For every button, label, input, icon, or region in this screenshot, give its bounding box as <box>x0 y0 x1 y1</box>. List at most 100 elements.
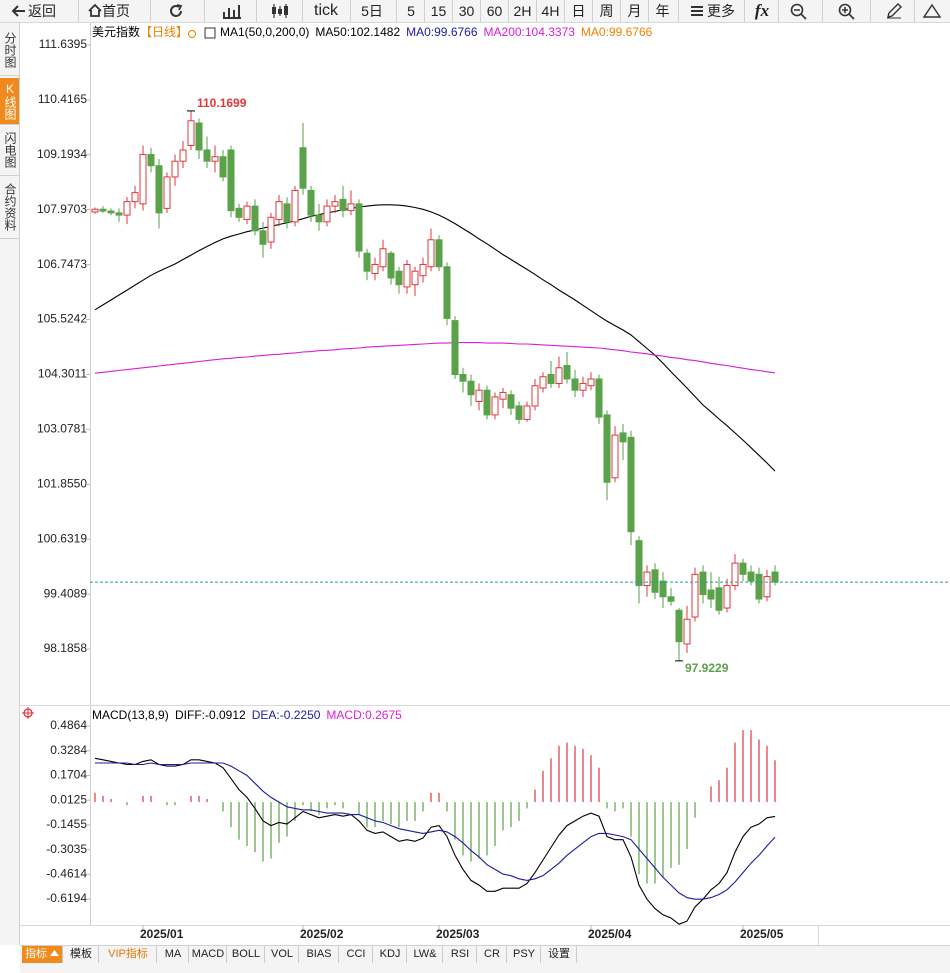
separator <box>778 0 779 22</box>
tab[interactable]: VOL <box>266 946 299 963</box>
candle-body <box>395 270 403 286</box>
candle-body <box>307 189 315 216</box>
period-icon[interactable] <box>188 30 196 38</box>
sidebar-tab[interactable]: 闪电图 <box>0 125 19 176</box>
separator <box>350 0 351 22</box>
candle-body <box>211 156 219 162</box>
chart-type-button[interactable] <box>222 3 242 19</box>
separator <box>678 0 679 22</box>
toolbar-button[interactable]: 4H <box>541 3 560 19</box>
candle-button[interactable] <box>270 3 290 19</box>
tab[interactable]: 模板 <box>64 946 99 963</box>
tab[interactable]: BIAS <box>300 946 339 963</box>
macd-icon[interactable] <box>22 707 34 719</box>
candle-body <box>771 571 779 583</box>
tab-label: 指标 <box>25 948 47 960</box>
candle-body <box>739 562 747 575</box>
toolbar-button[interactable]: 15 <box>430 3 447 19</box>
sidebar-tab[interactable]: 分时图 <box>0 25 19 76</box>
y-tick-label: 104.3011 <box>38 367 87 381</box>
toolbar-button[interactable]: 返回 <box>28 3 56 19</box>
home-icon <box>88 4 102 17</box>
candle-body <box>323 205 331 223</box>
tab[interactable]: PSY <box>508 946 541 963</box>
candle-body <box>339 198 347 212</box>
tab[interactable]: BOLL <box>228 946 265 963</box>
tab[interactable]: MACD <box>190 946 227 963</box>
toolbar-button[interactable]: 首页 <box>102 3 130 19</box>
y-tick-label: 98.1858 <box>44 641 88 655</box>
y-tick-label: -0.1455 <box>46 817 87 831</box>
candle-body <box>147 153 155 167</box>
sidebar-tab[interactable]: K线图 <box>0 78 19 125</box>
tab[interactable]: LW& <box>408 946 443 963</box>
tab[interactable]: 指标 <box>22 946 63 963</box>
separator <box>150 0 151 22</box>
ma-line <box>94 204 776 472</box>
candle-body <box>99 208 107 212</box>
toolbar-button[interactable]: tick <box>314 2 338 19</box>
candle-body <box>731 562 739 587</box>
zoom-out-button[interactable] <box>790 3 807 20</box>
toolbar-button[interactable]: fx <box>754 1 770 20</box>
separator <box>256 0 257 22</box>
candle-body <box>91 208 99 213</box>
separator <box>620 0 621 22</box>
toolbar-button[interactable]: 更多 <box>707 3 735 19</box>
toolbar-button[interactable]: 30 <box>458 3 475 19</box>
candle-body <box>443 266 451 319</box>
toolbar-button[interactable]: 日 <box>571 3 586 19</box>
macd-title: MACD(13,8,9) <box>92 708 169 722</box>
candle-body <box>347 203 355 212</box>
tab[interactable]: RSI <box>444 946 477 963</box>
indicator-tabs: 指标 模板 VIP指标 MA MACD BOLL VOL BIAS CCI KD… <box>20 945 950 973</box>
separator <box>424 0 425 22</box>
toolbar: 返回 首页 tick 5日 5 15 30 60 2H 4H 日 周 月 年 <box>0 0 950 23</box>
tab[interactable]: CR <box>478 946 507 963</box>
candle-body <box>195 122 203 151</box>
zoom-in-button[interactable] <box>838 3 855 20</box>
tab[interactable]: 设置 <box>542 946 577 963</box>
y-tick-label: 0.0125 <box>50 792 87 806</box>
indicator-icon[interactable] <box>204 27 216 39</box>
candle-body <box>723 585 731 609</box>
sidebar-tab[interactable]: 合约资料 <box>0 176 19 239</box>
candle-body <box>139 153 147 205</box>
toolbar-button[interactable]: 60 <box>486 3 503 19</box>
tab[interactable]: MA <box>158 946 189 963</box>
candle-body <box>115 212 123 216</box>
candle-body <box>379 248 387 268</box>
toolbar-button[interactable]: 月 <box>627 3 642 19</box>
min-label: 97.9229 <box>685 661 729 675</box>
candle-body <box>683 618 691 645</box>
candle-body <box>203 149 211 162</box>
tab[interactable]: KDJ <box>374 946 407 963</box>
candle-body <box>747 571 755 582</box>
toolbar-button[interactable]: 5日 <box>361 3 383 19</box>
candle-body <box>483 389 491 416</box>
toolbar-button[interactable]: 周 <box>599 3 614 19</box>
toolbar-button[interactable]: 5 <box>407 3 415 19</box>
tab[interactable]: VIP指标 <box>100 946 157 963</box>
legend-entry: MA0:99.6766 <box>406 25 478 39</box>
candle-body <box>699 571 707 596</box>
legend-entry: MA1(50,0,200,0) <box>220 25 309 39</box>
candle-body <box>275 201 283 221</box>
legend-entry: DEA:-0.2250 <box>252 708 321 722</box>
candle-body <box>491 396 499 416</box>
period-label: 【日线】 <box>140 25 188 39</box>
toolbar-button[interactable]: 2H <box>513 3 532 19</box>
candle-body <box>363 252 371 272</box>
candle-body <box>259 230 267 245</box>
refresh-button[interactable] <box>168 3 184 19</box>
separator <box>744 0 745 22</box>
toolbar-button[interactable]: 年 <box>655 3 670 19</box>
draw-button[interactable] <box>886 3 902 19</box>
candle-body <box>467 380 475 396</box>
x-tick-label: 2025/03 <box>436 927 480 941</box>
collapse-button[interactable] <box>922 3 942 19</box>
tab[interactable]: CCI <box>340 946 373 963</box>
candle-body <box>659 580 667 598</box>
candle-body <box>667 596 675 602</box>
candle-body <box>459 374 467 382</box>
